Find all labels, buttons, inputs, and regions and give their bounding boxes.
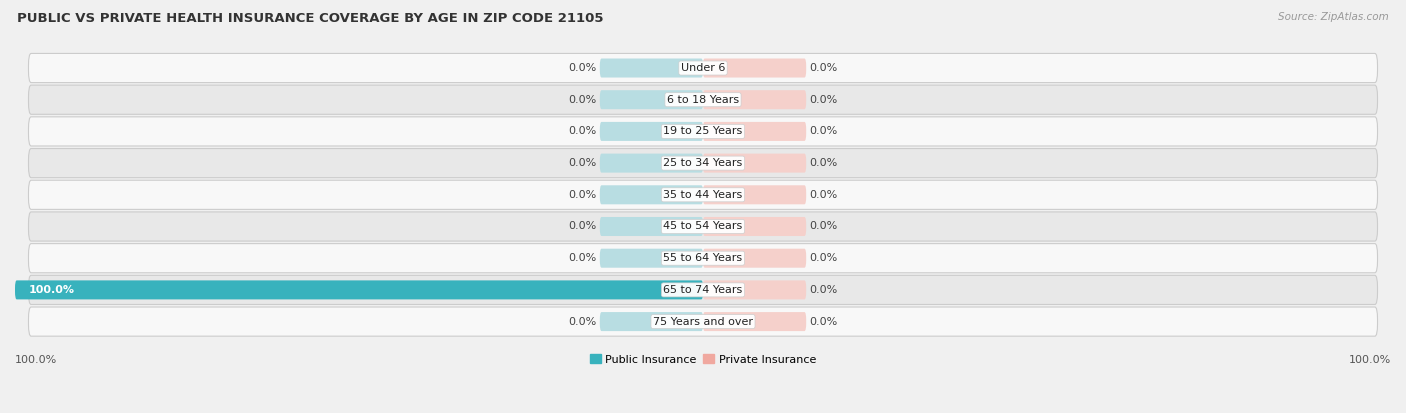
Text: 0.0%: 0.0% — [568, 221, 596, 232]
FancyBboxPatch shape — [703, 122, 806, 141]
Text: 75 Years and over: 75 Years and over — [652, 317, 754, 327]
FancyBboxPatch shape — [15, 280, 703, 299]
FancyBboxPatch shape — [600, 249, 703, 268]
FancyBboxPatch shape — [28, 149, 1378, 178]
Text: Under 6: Under 6 — [681, 63, 725, 73]
FancyBboxPatch shape — [703, 185, 806, 204]
Text: 0.0%: 0.0% — [810, 126, 838, 136]
Text: 0.0%: 0.0% — [810, 285, 838, 295]
FancyBboxPatch shape — [28, 275, 1378, 304]
Text: 0.0%: 0.0% — [810, 253, 838, 263]
Text: 0.0%: 0.0% — [810, 221, 838, 232]
Legend: Public Insurance, Private Insurance: Public Insurance, Private Insurance — [585, 350, 821, 369]
Text: 0.0%: 0.0% — [568, 126, 596, 136]
Text: 0.0%: 0.0% — [810, 317, 838, 327]
FancyBboxPatch shape — [600, 312, 703, 331]
FancyBboxPatch shape — [28, 53, 1378, 83]
FancyBboxPatch shape — [703, 280, 806, 299]
FancyBboxPatch shape — [600, 217, 703, 236]
FancyBboxPatch shape — [28, 85, 1378, 114]
FancyBboxPatch shape — [600, 59, 703, 78]
Text: 45 to 54 Years: 45 to 54 Years — [664, 221, 742, 232]
Text: 0.0%: 0.0% — [810, 63, 838, 73]
Text: 100.0%: 100.0% — [28, 285, 75, 295]
Text: 35 to 44 Years: 35 to 44 Years — [664, 190, 742, 200]
FancyBboxPatch shape — [600, 122, 703, 141]
Text: 0.0%: 0.0% — [568, 158, 596, 168]
FancyBboxPatch shape — [28, 117, 1378, 146]
Text: 0.0%: 0.0% — [810, 95, 838, 105]
FancyBboxPatch shape — [703, 59, 806, 78]
Text: 65 to 74 Years: 65 to 74 Years — [664, 285, 742, 295]
Text: 100.0%: 100.0% — [15, 354, 58, 365]
FancyBboxPatch shape — [703, 154, 806, 173]
Text: 55 to 64 Years: 55 to 64 Years — [664, 253, 742, 263]
Text: 0.0%: 0.0% — [568, 63, 596, 73]
Text: 25 to 34 Years: 25 to 34 Years — [664, 158, 742, 168]
Text: 6 to 18 Years: 6 to 18 Years — [666, 95, 740, 105]
FancyBboxPatch shape — [28, 180, 1378, 209]
Text: 0.0%: 0.0% — [568, 317, 596, 327]
Text: 19 to 25 Years: 19 to 25 Years — [664, 126, 742, 136]
FancyBboxPatch shape — [703, 90, 806, 109]
FancyBboxPatch shape — [600, 154, 703, 173]
Text: Source: ZipAtlas.com: Source: ZipAtlas.com — [1278, 12, 1389, 22]
Text: 0.0%: 0.0% — [568, 253, 596, 263]
Text: 0.0%: 0.0% — [810, 190, 838, 200]
Text: PUBLIC VS PRIVATE HEALTH INSURANCE COVERAGE BY AGE IN ZIP CODE 21105: PUBLIC VS PRIVATE HEALTH INSURANCE COVER… — [17, 12, 603, 25]
FancyBboxPatch shape — [703, 217, 806, 236]
Text: 0.0%: 0.0% — [568, 190, 596, 200]
Text: 100.0%: 100.0% — [1348, 354, 1391, 365]
FancyBboxPatch shape — [28, 212, 1378, 241]
FancyBboxPatch shape — [28, 307, 1378, 336]
Text: 0.0%: 0.0% — [568, 95, 596, 105]
FancyBboxPatch shape — [703, 249, 806, 268]
FancyBboxPatch shape — [703, 312, 806, 331]
FancyBboxPatch shape — [600, 90, 703, 109]
Text: 0.0%: 0.0% — [810, 158, 838, 168]
FancyBboxPatch shape — [28, 244, 1378, 273]
FancyBboxPatch shape — [600, 185, 703, 204]
